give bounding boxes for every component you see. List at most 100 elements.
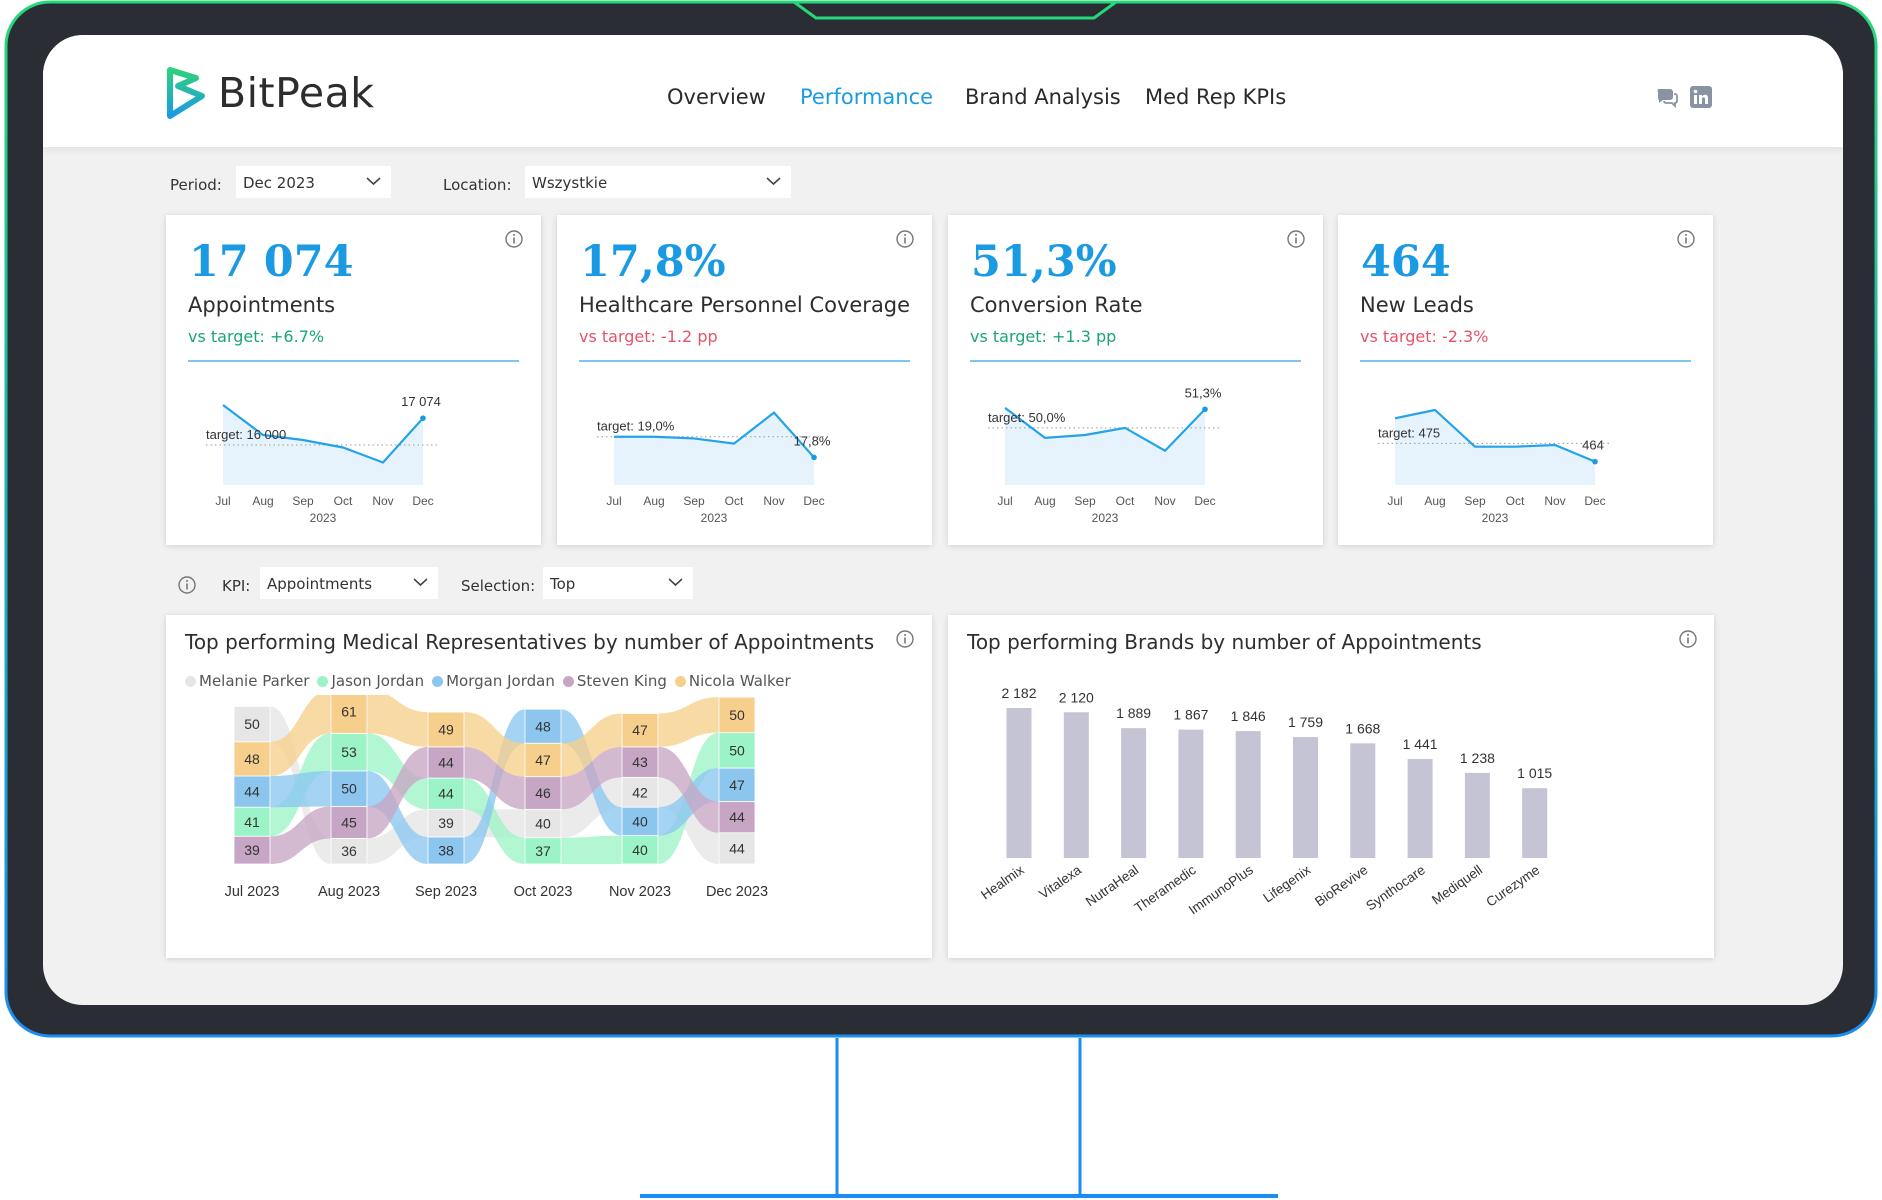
last-point-marker [420, 415, 426, 421]
x-tick-label: Mediquell [1429, 862, 1485, 907]
x-tick-label: Jul [606, 494, 621, 508]
x-tick-label: Jul 2023 [225, 884, 280, 900]
legend-item[interactable]: Steven King [562, 672, 667, 690]
x-tick-label: Oct [1506, 494, 1525, 508]
legend-dot [185, 675, 196, 687]
info-icon[interactable] [1676, 229, 1696, 249]
chat-icon[interactable] [1655, 85, 1679, 109]
x-tick-label: Curezyme [1483, 862, 1542, 910]
brands-bar-chart-card[interactable]: Top performing Brands by number of Appoi… [948, 615, 1714, 958]
kpi-divider [579, 360, 910, 362]
bar-value-label: 2 182 [1001, 685, 1036, 701]
monitor-stand [640, 1038, 1278, 1198]
nav-overview[interactable]: Overview [667, 85, 766, 109]
legend-dot [432, 675, 444, 687]
ribbon-flow [367, 770, 428, 864]
x-tick-label: ImmunoPlus [1186, 862, 1256, 917]
kpi-divider [970, 360, 1301, 362]
segment-value-label: 40 [632, 813, 648, 829]
legend-item[interactable]: Jason Jordan [317, 672, 424, 690]
segment-value-label: 44 [729, 809, 745, 825]
segment-value-label: 50 [729, 707, 745, 723]
kpi-card-new-leads[interactable]: 464 New Leads vs target: -2.3% target: 4… [1338, 215, 1713, 545]
ribbon-segment [718, 732, 756, 769]
nav-brand-analysis[interactable]: Brand Analysis [965, 85, 1121, 109]
kpi-name: Conversion Rate [970, 293, 1143, 317]
x-tick-label: Oct [334, 494, 353, 508]
x-tick-label: Jul [1387, 494, 1402, 508]
chevron-down-icon [366, 177, 381, 186]
last-point-marker [1592, 458, 1598, 465]
trend-area [1005, 407, 1205, 485]
ribbon-segment [524, 837, 562, 865]
legend-label: Melanie Parker [199, 672, 310, 690]
x-tick-label: Dec 2023 [706, 884, 768, 900]
segment-value-label: 38 [438, 843, 454, 859]
legend-item[interactable]: Melanie Parker [185, 672, 309, 690]
segment-value-label: 36 [341, 843, 357, 859]
info-icon[interactable] [895, 229, 915, 249]
kpi-dropdown[interactable]: Appointments [260, 567, 438, 599]
last-point-marker [1202, 406, 1208, 413]
location-value: Wszystkie [532, 174, 608, 192]
info-icon[interactable] [1286, 229, 1306, 249]
legend-label: Steven King [576, 672, 667, 690]
dashboard-screen: BitPeak Overview Performance Brand Analy… [43, 35, 1843, 1005]
legend-label: Morgan Jordan [446, 672, 555, 690]
brand-logo[interactable]: BitPeak [164, 66, 374, 120]
ribbon-flow [367, 695, 428, 747]
segment-value-label: 39 [438, 815, 454, 831]
ribbon-segment [524, 808, 562, 839]
legend-item[interactable]: Morgan Jordan [432, 672, 555, 690]
linkedin-icon[interactable] [1689, 85, 1713, 109]
kpi-card-healthcare-personnel-coverage[interactable]: 17,8% Healthcare Personnel Coverage vs t… [557, 215, 932, 545]
chart-title: Top performing Medical Representatives b… [185, 630, 875, 654]
x-tick-label: Nov [1154, 494, 1175, 508]
ribbon-segment [233, 775, 271, 808]
reps-ribbon-chart-card[interactable]: Top performing Medical Representatives b… [166, 615, 932, 958]
ribbon-flow [367, 733, 428, 810]
info-icon[interactable] [504, 229, 524, 249]
current-value-label: 17,8% [794, 433, 831, 448]
info-icon[interactable] [177, 575, 197, 595]
bar-value-label: 1 889 [1116, 705, 1151, 721]
nav-performance[interactable]: Performance [800, 85, 934, 109]
ribbon-flow [367, 809, 428, 864]
x-tick-label: Aug [252, 494, 273, 508]
segment-value-label: 41 [244, 814, 260, 830]
bar-value-label: 1 759 [1288, 714, 1323, 730]
kpi-trend-chart: target: 475 464 Jul Aug Sep Oct Nov Dec 2023 [1378, 408, 1610, 525]
period-dropdown[interactable]: Dec 2023 [236, 166, 391, 198]
legend-item[interactable]: Nicola Walker [674, 672, 791, 690]
segment-value-label: 44 [438, 754, 454, 770]
kpi-value: 17 074 [189, 237, 354, 287]
ribbon-segment [330, 770, 368, 807]
x-tick-label: Dec [1584, 494, 1605, 508]
segment-value-label: 46 [535, 785, 551, 801]
info-icon[interactable] [895, 629, 915, 649]
info-icon[interactable] [1678, 629, 1698, 649]
trend-line [1394, 408, 1596, 463]
nav-med-rep-kpis[interactable]: Med Rep KPIs [1145, 85, 1287, 109]
ribbon-flow [561, 777, 622, 838]
selection-dropdown[interactable]: Top [543, 567, 693, 599]
segment-value-label: 42 [632, 784, 648, 800]
chevron-down-icon [668, 578, 683, 587]
segment-value-label: 50 [244, 716, 260, 732]
bar [1522, 788, 1548, 858]
x-tick-label: Sep [683, 494, 705, 508]
chevron-down-icon [766, 177, 781, 186]
legend-label: Jason Jordan [331, 672, 425, 690]
kpi-value: 464 [1361, 237, 1451, 287]
segment-value-label: 48 [535, 718, 551, 734]
ribbon-flow [561, 835, 622, 864]
kpi-card-appointments[interactable]: 17 074 Appointments vs target: +6.7% tar… [166, 215, 541, 545]
current-value-label: 17 074 [401, 394, 441, 409]
x-tick-label: Nov 2023 [609, 884, 671, 900]
kpi-card-conversion-rate[interactable]: 51,3% Conversion Rate vs target: +1.3 pp… [948, 215, 1323, 545]
legend-dot [674, 675, 686, 687]
x-axis-year-label: 2023 [1482, 511, 1509, 525]
location-dropdown[interactable]: Wszystkie [525, 166, 791, 198]
ribbon-flow [658, 777, 719, 864]
